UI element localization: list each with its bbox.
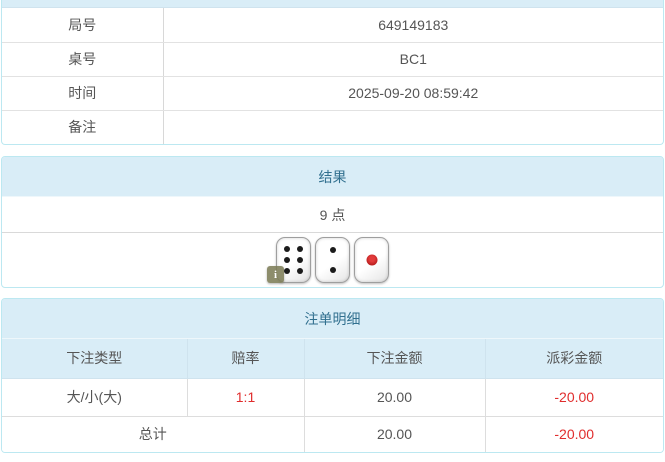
table-row: 局号 649149183 [2, 8, 663, 43]
result-points: 9 点 [2, 197, 663, 233]
bets-panel: 注单明细 下注类型 赔率 下注金额 派彩金额 大/小(大) 1:1 20.00 … [1, 298, 664, 453]
cropped-panel-heading [2, 0, 663, 8]
die-pip [296, 267, 303, 274]
table-row: 备注 [2, 110, 663, 144]
round-id-label: 局号 [2, 8, 164, 43]
die-pip [366, 254, 377, 266]
die-pip [284, 246, 291, 253]
die-pip [296, 257, 303, 263]
result-panel: 结果 9 点 i [1, 156, 664, 288]
die-1 [354, 237, 389, 283]
col-odds: 赔率 [186, 339, 305, 379]
bet-type: 大/小(大) [2, 377, 188, 417]
table-row: 桌号 BC1 [2, 42, 663, 77]
round-id-value: 649149183 [163, 8, 663, 43]
bet-odds: 1:1 [186, 377, 305, 417]
game-info-table: 局号 649149183 桌号 BC1 时间 2025-09-20 08:59:… [2, 8, 663, 144]
time-label: 时间 [2, 76, 164, 111]
total-row: 总计 20.00 -20.00 [2, 415, 663, 452]
table-id-value: BC1 [163, 42, 663, 77]
col-bet-amount: 下注金额 [303, 339, 486, 379]
game-info-panel: 局号 649149183 桌号 BC1 时间 2025-09-20 08:59:… [1, 0, 664, 145]
die-pip [284, 257, 291, 263]
table-row: 时间 2025-09-20 08:59:42 [2, 76, 663, 111]
die-pip [329, 267, 336, 274]
dice-row: i [2, 233, 663, 287]
dice-group: i [267, 237, 391, 283]
result-panel-title: 结果 [2, 157, 663, 197]
time-value: 2025-09-20 08:59:42 [163, 76, 663, 111]
table-id-label: 桌号 [2, 42, 164, 77]
total-payout-amount: -20.00 [484, 415, 663, 452]
bets-panel-title: 注单明细 [2, 299, 663, 339]
page: 局号 649149183 桌号 BC1 时间 2025-09-20 08:59:… [1, 0, 664, 453]
info-icon[interactable]: i [267, 266, 284, 283]
die-pip [284, 267, 291, 274]
bets-header-row: 下注类型 赔率 下注金额 派彩金额 [2, 339, 663, 379]
bet-row: 大/小(大) 1:1 20.00 -20.00 [2, 377, 663, 417]
die-pip [329, 246, 336, 253]
total-label: 总计 [2, 415, 305, 452]
bet-payout: -20.00 [484, 377, 663, 417]
bet-amount: 20.00 [303, 377, 486, 417]
remark-value [163, 110, 663, 144]
col-payout-amount: 派彩金额 [484, 339, 663, 379]
remark-label: 备注 [2, 110, 164, 144]
bets-table: 下注类型 赔率 下注金额 派彩金额 大/小(大) 1:1 20.00 -20.0… [2, 339, 663, 452]
die-2 [315, 237, 350, 283]
total-bet-amount: 20.00 [303, 415, 486, 452]
col-bet-type: 下注类型 [2, 339, 188, 379]
die-pip [296, 246, 303, 253]
